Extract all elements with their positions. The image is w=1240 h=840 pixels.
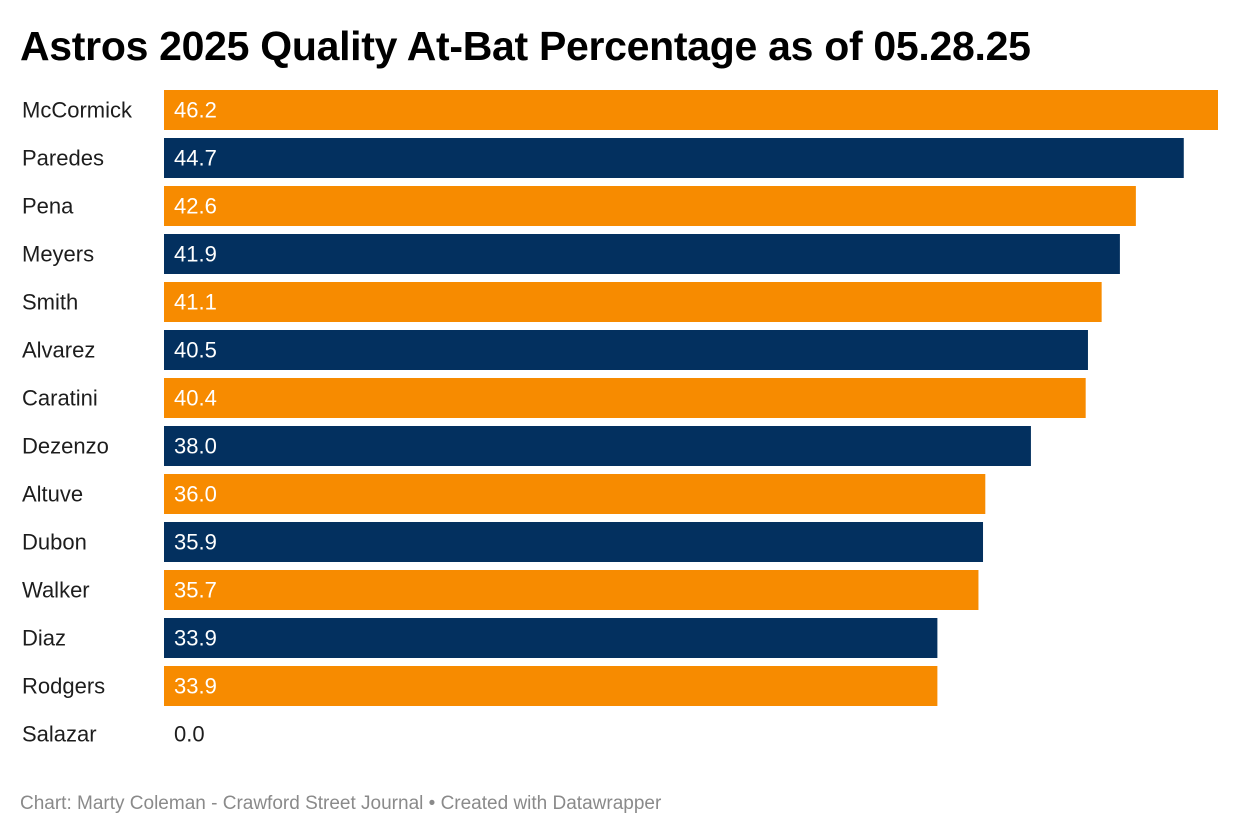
bar [164,522,984,562]
bar [164,666,938,706]
chart-title: Astros 2025 Quality At-Bat Percentage as… [20,23,1031,69]
bar [164,618,938,658]
bar [164,138,1184,178]
bar [164,90,1218,130]
category-label: Dubon [22,530,87,555]
category-label: Pena [22,194,74,219]
category-label: Dezenzo [22,434,109,459]
category-label: Altuve [22,482,83,507]
value-label: 40.5 [174,338,217,363]
value-label: 35.7 [174,578,217,603]
bar [164,426,1031,466]
category-label: Alvarez [22,338,95,363]
category-label: McCormick [22,98,133,123]
category-label: Smith [22,290,78,315]
chart-credit: Chart: Marty Coleman - Crawford Street J… [20,793,662,814]
bar [164,330,1088,370]
category-label: Rodgers [22,674,105,699]
value-label: 40.4 [174,386,217,411]
value-label: 35.9 [174,530,217,555]
bar [164,282,1102,322]
bar [164,570,979,610]
category-label: Diaz [22,626,66,651]
bar [164,234,1120,274]
value-label: 41.1 [174,290,217,315]
value-label: 33.9 [174,674,217,699]
category-label: Walker [22,578,90,603]
category-label: Salazar [22,722,97,747]
bar [164,474,986,514]
value-label: 38.0 [174,434,217,459]
bar [164,186,1136,226]
value-label: 46.2 [174,98,217,123]
value-label: 44.7 [174,146,217,171]
category-label: Caratini [22,386,98,411]
value-label: 33.9 [174,626,217,651]
category-label: Paredes [22,146,104,171]
value-label: 41.9 [174,242,217,267]
value-label: 0.0 [174,722,205,747]
bar [164,378,1086,418]
value-label: 36.0 [174,482,217,507]
category-label: Meyers [22,242,94,267]
value-label: 42.6 [174,194,217,219]
